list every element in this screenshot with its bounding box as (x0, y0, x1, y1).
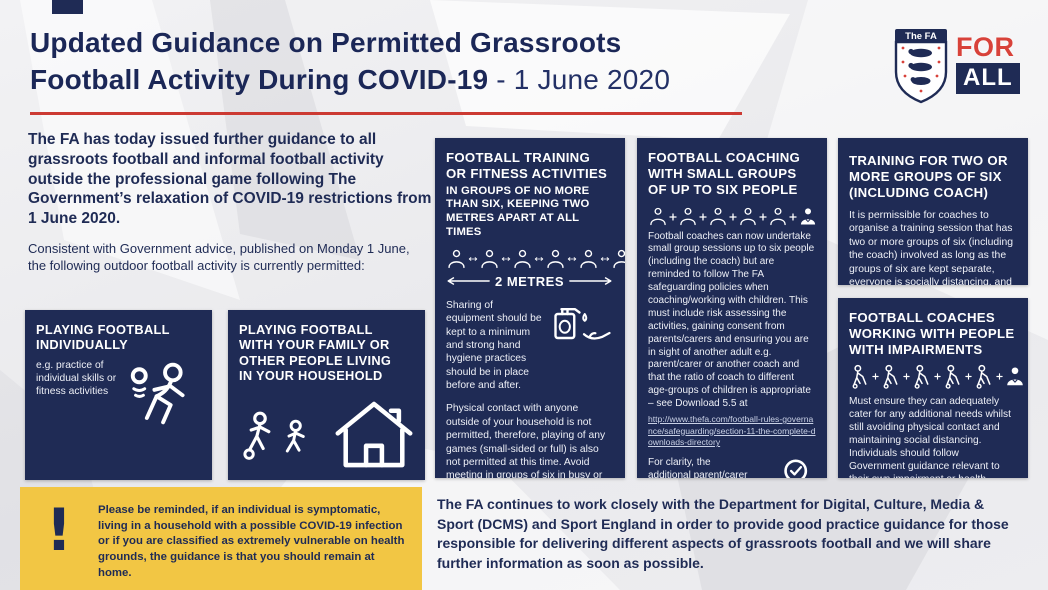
safeguarding-link[interactable]: http://www.thefa.com/football-rules-gove… (648, 414, 816, 448)
reminder-text: Please be reminded, if an individual is … (98, 504, 405, 579)
player-with-cane-icon (945, 364, 960, 389)
card-body: Must ensure they can adequately cater fo… (849, 395, 1011, 478)
impairment-players-plus-coach-icons (849, 364, 1023, 390)
six-people-distanced-icons (446, 249, 625, 270)
plus-icon (996, 373, 1003, 380)
card-title: FOOTBALL COACHES WORKING WITH PEOPLE WIT… (849, 310, 1015, 357)
red-divider (30, 112, 742, 115)
player-with-cane-icon (914, 364, 929, 389)
player-with-cane-icon (976, 364, 991, 389)
card-body: e.g. practice of individual skills or fi… (36, 359, 117, 398)
card-title: PLAYING FOOTBALL WITH YOUR FAMILY OR OTH… (239, 322, 392, 384)
card-playing-individually: PLAYING FOOTBALL INDIVIDUALLY e.g. pract… (25, 310, 212, 480)
spacing-arrow-icon (468, 257, 478, 262)
reminder-banner: ! Please be reminded, if an individual i… (20, 487, 422, 590)
card-title: PLAYING FOOTBALL INDIVIDUALLY (36, 322, 170, 353)
five-players-plus-coach-icons (648, 207, 816, 227)
title-date: - 1 June 2020 (488, 64, 671, 95)
intro-paragraph-1: The FA has today issued further guidance… (28, 131, 432, 228)
plus-icon (934, 373, 941, 380)
fa-crest-shield: The FA (894, 29, 948, 104)
coach-icon (1007, 366, 1023, 385)
two-metres-scale: 2 METRES (446, 274, 614, 289)
spacing-arrow-icon (534, 257, 544, 262)
player-with-cane-icon (883, 364, 898, 389)
title-line-1: Updated Guidance on Permitted Grassroots (30, 27, 622, 58)
card-title: FOOTBALL COACHING WITH SMALL GROUPS OF U… (648, 150, 801, 197)
for-all-logo-for: FOR (956, 32, 1015, 62)
spacing-arrow-icon (567, 257, 577, 262)
card-body: It is permissible for coaches to organis… (849, 209, 1014, 285)
hand-sanitizer-icon (548, 299, 614, 349)
plus-icon (965, 373, 972, 380)
arrow-right-icon (569, 277, 612, 286)
plus-icon (872, 373, 879, 380)
card-playing-with-family: PLAYING FOOTBALL WITH YOUR FAMILY OR OTH… (228, 310, 425, 480)
card-football-training: FOOTBALL TRAINING OR FITNESS ACTIVITIES … (435, 138, 625, 478)
player-with-cane-icon (852, 364, 867, 389)
plus-icon (759, 212, 767, 221)
spacing-arrow-icon (600, 257, 610, 262)
two-players-icon (239, 409, 323, 477)
spacing-arrow-icon (501, 257, 511, 262)
fa-crest-logo: The FA (892, 28, 950, 106)
intro-paragraph-2: Consistent with Government advice, publi… (28, 241, 410, 274)
card-two-or-more-groups: TRAINING FOR TWO OR MORE GROUPS OF SIX (… (838, 138, 1028, 285)
magnifier-check-player-icon (758, 457, 816, 478)
plus-icon (729, 212, 737, 221)
card-subtitle: IN GROUPS OF NO MORE THAN SIX, KEEPING T… (446, 184, 590, 239)
two-metres-label: 2 METRES (495, 273, 565, 289)
coach-icon (800, 207, 816, 225)
for-all-logo: FOR ALL (956, 33, 1026, 94)
exclamation-icon: ! (45, 496, 73, 564)
juggling-player-icon (123, 359, 201, 456)
card-title: FOOTBALL TRAINING OR FITNESS ACTIVITIES (446, 150, 608, 181)
card-body-1: Sharing of equipment should be kept to a… (446, 299, 542, 392)
page-title: Updated Guidance on Permitted Grassroots… (30, 24, 670, 98)
arrow-left-icon (447, 277, 490, 286)
title-line-2: Football Activity During COVID-19 (30, 64, 489, 95)
crest-label: The FA (905, 31, 937, 42)
footer-paragraph: The FA continues to work closely with th… (437, 496, 1009, 571)
house-icon (331, 397, 417, 477)
navy-accent-block (52, 0, 83, 14)
card-coaches-impairments: FOOTBALL COACHES WORKING WITH PEOPLE WIT… (838, 298, 1028, 478)
card-football-coaching: FOOTBALL COACHING WITH SMALL GROUPS OF U… (637, 138, 827, 478)
plus-icon (789, 212, 797, 221)
card-body-2: For clarity, the additional parent/carer… (648, 456, 748, 478)
card-body-1: Football coaches can now undertake small… (648, 230, 815, 410)
plus-icon (903, 373, 910, 380)
card-body-2: Physical contact with anyone outside of … (446, 403, 606, 478)
card-title: TRAINING FOR TWO OR MORE GROUPS OF SIX (… (849, 153, 1008, 200)
for-all-logo-all: ALL (956, 63, 1020, 94)
plus-icon (669, 212, 677, 221)
plus-icon (699, 212, 707, 221)
